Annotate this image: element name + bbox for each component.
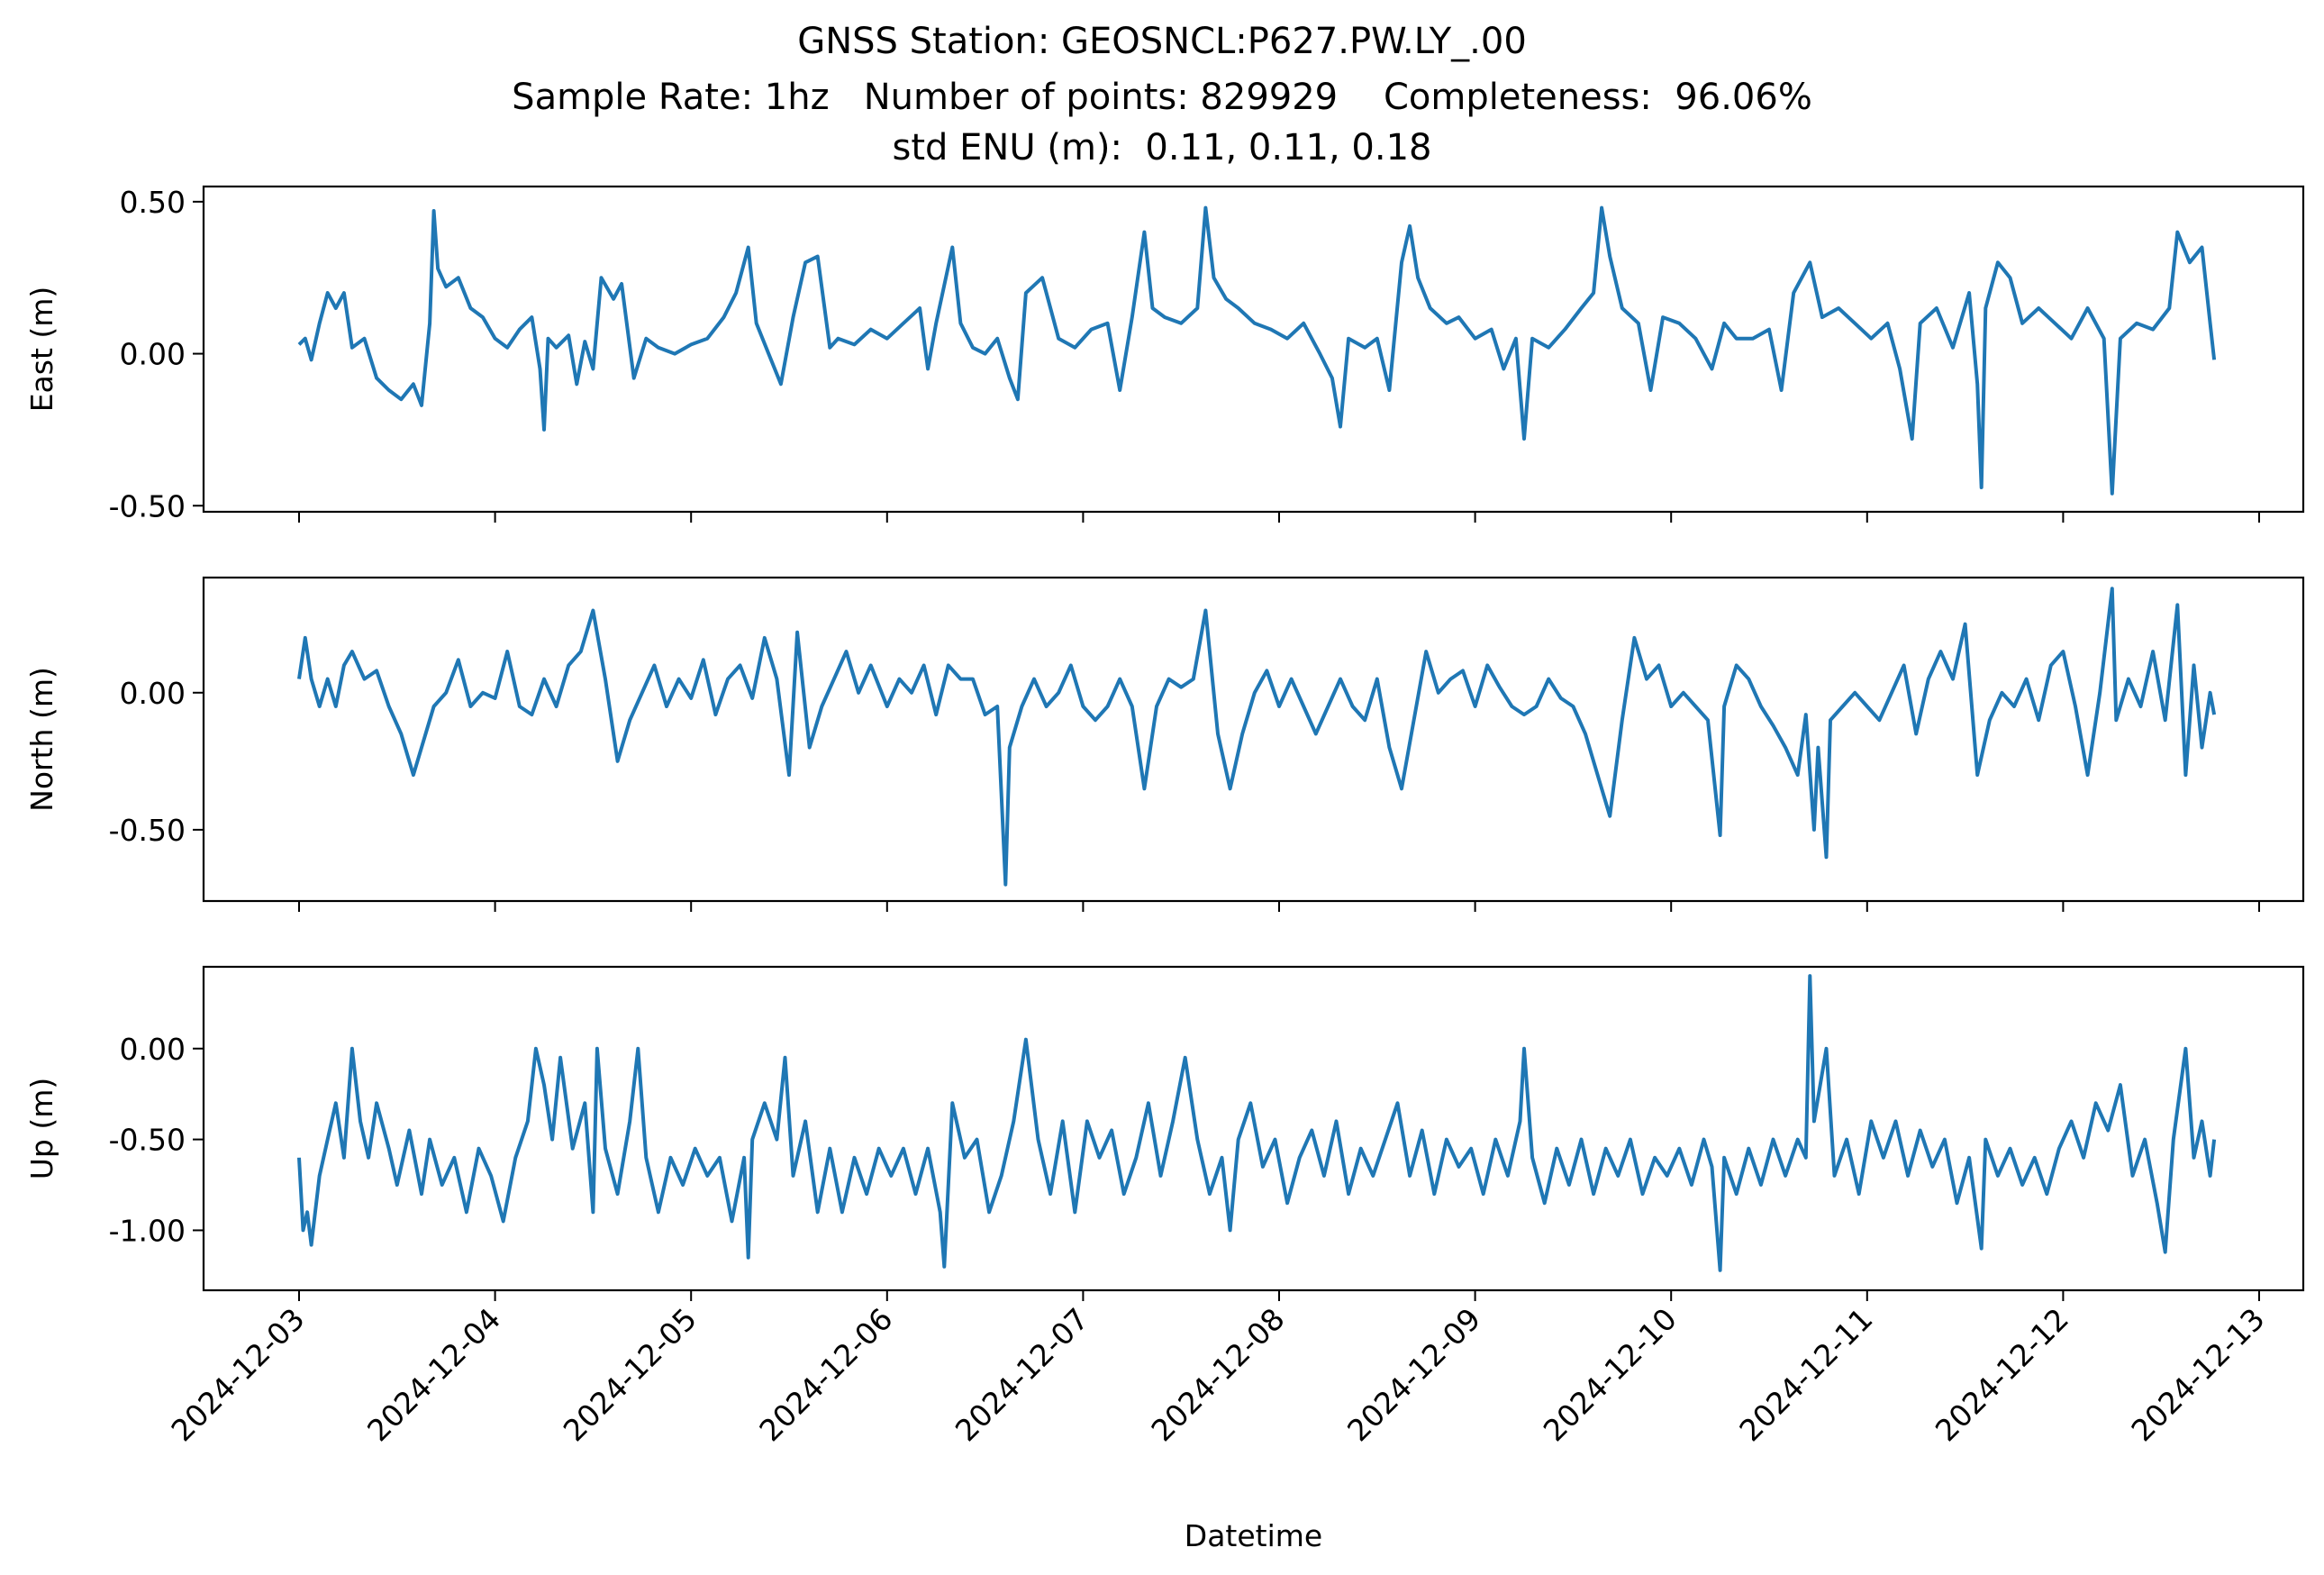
x-axis-label: Datetime xyxy=(1185,1518,1322,1553)
x-tick-label-10: 2024-12-13 xyxy=(2124,1301,2271,1448)
x-tick-label-2: 2024-12-05 xyxy=(557,1301,704,1448)
x-tick-label-3: 2024-12-06 xyxy=(752,1301,899,1448)
axes-frame-2 xyxy=(202,965,2305,1292)
x-tick-label-4: 2024-12-07 xyxy=(949,1301,1095,1448)
chart-title-line-3: std ENU (m): 0.11, 0.11, 0.18 xyxy=(892,127,1432,168)
x-tick-label-9: 2024-12-12 xyxy=(1929,1301,2075,1448)
y-tick-label-0-1: 0.00 xyxy=(120,337,186,372)
axes-frame-1 xyxy=(202,576,2305,903)
series-line-1 xyxy=(297,587,2217,887)
y-tick-label-2-1: -0.50 xyxy=(109,1123,186,1158)
y-tick-label-0-2: -0.50 xyxy=(109,488,186,523)
axes-frame-0 xyxy=(202,185,2305,514)
series-line-0 xyxy=(297,205,2217,496)
x-tick-label-8: 2024-12-11 xyxy=(1732,1301,1879,1448)
y-tick-label-0-0: 0.50 xyxy=(120,185,186,220)
chart-title-line-2: Sample Rate: 1hz Number of points: 82992… xyxy=(512,77,1812,118)
y-axis-label-2: Up (m) xyxy=(24,1078,59,1180)
y-axis-label-0: East (m) xyxy=(24,287,59,413)
y-tick-label-2-0: 0.00 xyxy=(120,1032,186,1067)
chart-title-line-1: GNSS Station: GEOSNCL:P627.PW.LY_.00 xyxy=(797,21,1527,62)
x-tick-label-0: 2024-12-03 xyxy=(164,1301,311,1448)
series-line-2 xyxy=(297,974,2217,1272)
x-tick-label-6: 2024-12-09 xyxy=(1340,1301,1487,1448)
x-tick-label-7: 2024-12-10 xyxy=(1537,1301,1684,1448)
y-tick-label-1-1: -0.50 xyxy=(109,813,186,848)
y-axis-label-1: North (m) xyxy=(24,667,59,812)
y-tick-label-2-2: -1.00 xyxy=(109,1213,186,1248)
x-tick-label-1: 2024-12-04 xyxy=(360,1301,507,1448)
x-tick-label-5: 2024-12-08 xyxy=(1144,1301,1291,1448)
y-tick-label-1-0: 0.00 xyxy=(120,676,186,711)
